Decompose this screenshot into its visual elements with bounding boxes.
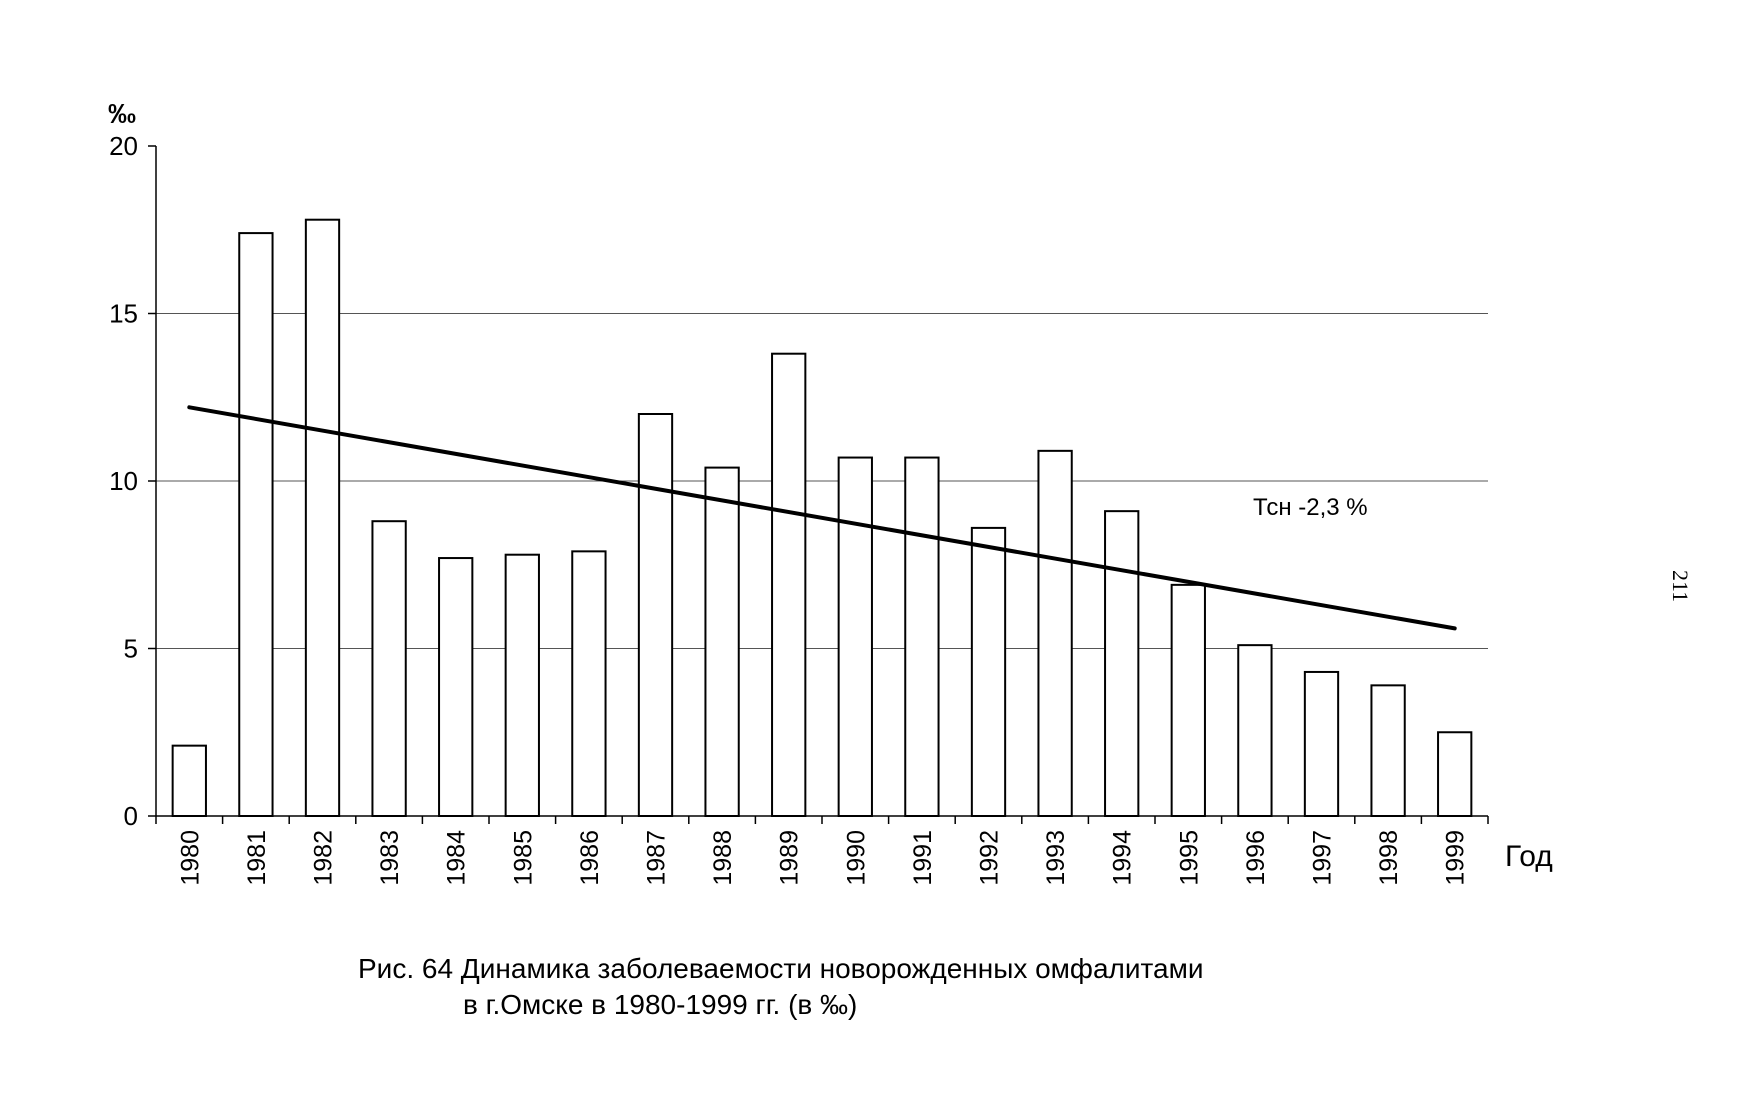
x-tick-label: 1982	[310, 830, 338, 886]
bar	[1037, 449, 1073, 817]
bar	[837, 456, 873, 817]
y-tick-label: 10	[109, 466, 138, 496]
x-tick-label: 1983	[376, 830, 404, 886]
bar	[1104, 510, 1140, 817]
figure-caption-line-2: в г.Омске в 1980-1999 гг. (в ‰)	[463, 989, 858, 1020]
bars	[171, 218, 1473, 818]
y-tick-label: 15	[109, 299, 138, 329]
x-tick-label: 1994	[1109, 830, 1137, 886]
bar	[238, 232, 274, 818]
bar	[371, 520, 407, 817]
bar	[1370, 684, 1406, 817]
x-tick-label: 1987	[643, 830, 671, 886]
bar	[1437, 731, 1473, 817]
x-axis-label: Год	[1505, 840, 1553, 873]
x-tick-label: 1988	[709, 830, 737, 886]
y-tick-label: 5	[124, 634, 138, 664]
bar	[1237, 644, 1273, 818]
bar	[970, 526, 1007, 818]
bar	[504, 553, 540, 817]
y-tick-label: 0	[124, 801, 138, 831]
bar	[304, 218, 341, 817]
y-tick-labels: 0 5 10 15 20	[109, 131, 138, 831]
x-tick-label: 1981	[243, 830, 271, 886]
x-tick-label: 1997	[1309, 830, 1337, 886]
x-tick-label: 1985	[509, 830, 537, 886]
bar	[1303, 670, 1340, 818]
bar	[637, 413, 674, 817]
bar	[171, 744, 207, 818]
x-tick-label: 1993	[1042, 830, 1070, 886]
y-axis-label: ‰	[108, 98, 136, 129]
bar	[771, 352, 807, 817]
x-tick-label: 1990	[842, 830, 870, 886]
x-tick-label: 1986	[576, 830, 604, 886]
bar	[571, 550, 607, 817]
x-tick-label: 1996	[1242, 830, 1270, 886]
page-number: 211	[1668, 570, 1693, 603]
x-tick-label: 1995	[1175, 830, 1203, 886]
bar	[704, 466, 740, 817]
trendline	[187, 405, 1457, 631]
trendline-segment	[187, 405, 1457, 631]
figure-caption-line-1: Рис. 64 Динамика заболеваемости новорожд…	[358, 953, 1204, 984]
x-tick-label: 1989	[776, 830, 804, 886]
x-tick-label: 1998	[1375, 830, 1403, 886]
trendline-label: Тсн -2,3 %	[1253, 494, 1368, 521]
axes	[148, 145, 1489, 824]
x-tick-label: 1999	[1442, 830, 1470, 886]
bar	[1170, 583, 1206, 817]
x-tick-labels: 1980 1981 1982 1983 1984 1985 1986 1987 1988 1989…	[176, 830, 1469, 886]
x-tick-label: 1991	[909, 830, 937, 886]
x-tick-label: 1980	[176, 830, 204, 886]
x-tick-label: 1984	[443, 830, 471, 886]
bar	[904, 456, 940, 817]
x-tick-label: 1992	[976, 830, 1004, 886]
y-tick-label: 20	[109, 131, 138, 161]
bar	[438, 557, 474, 817]
